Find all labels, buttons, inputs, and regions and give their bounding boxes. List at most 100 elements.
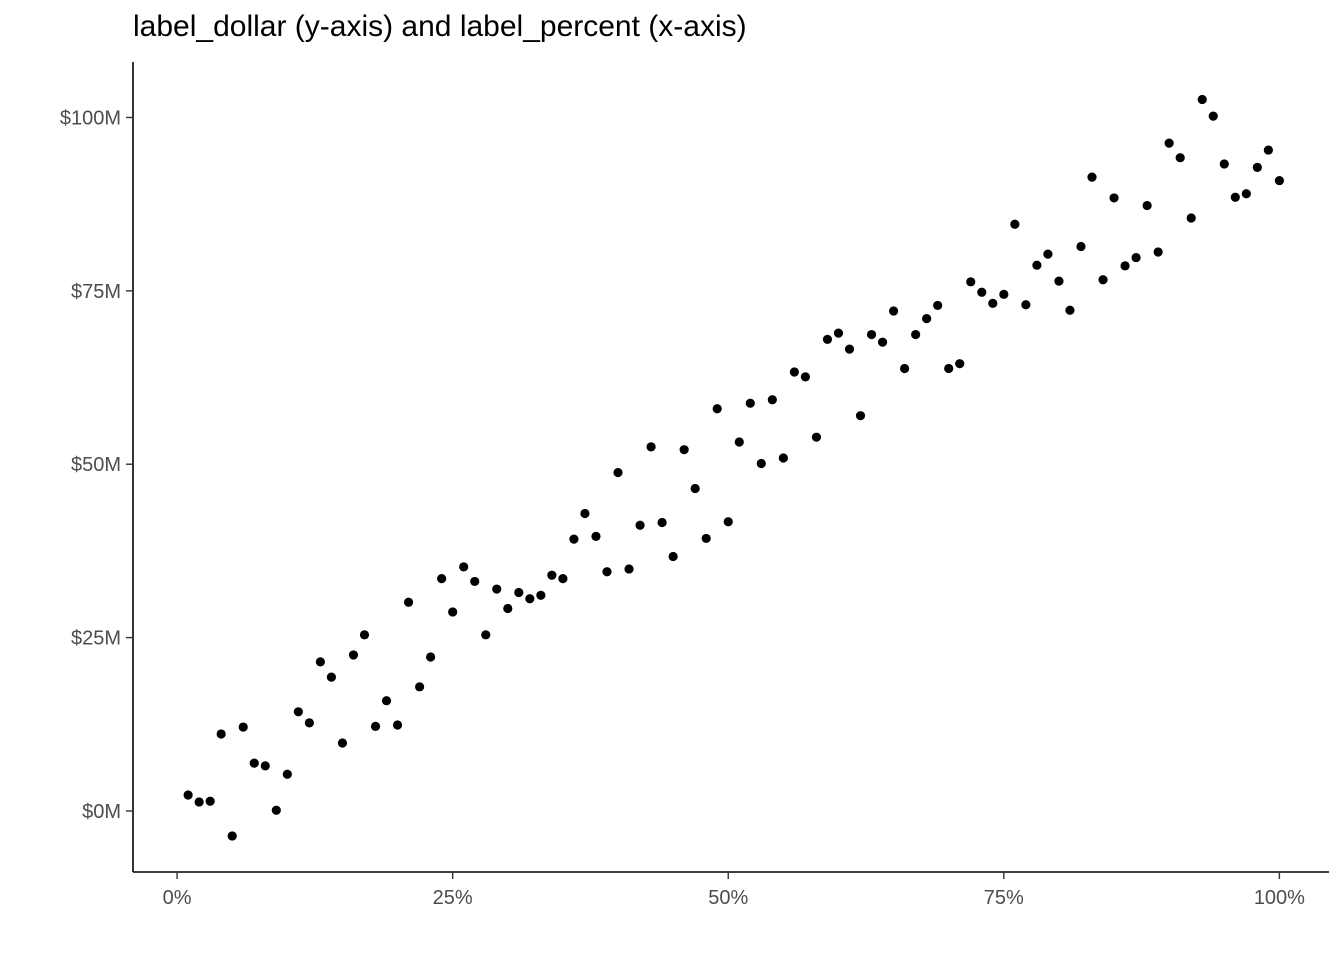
y-tick-label: $100M	[60, 107, 121, 129]
data-point	[591, 531, 601, 541]
data-point	[712, 404, 722, 414]
data-point	[1230, 192, 1240, 202]
data-point	[426, 652, 436, 662]
data-point	[756, 458, 766, 469]
y-tick-label: $75M	[71, 281, 121, 303]
data-point	[866, 329, 877, 340]
data-point	[503, 603, 513, 614]
data-point	[183, 790, 193, 800]
data-point	[800, 372, 811, 382]
x-tick-label: 75%	[984, 887, 1024, 909]
data-points	[183, 94, 1284, 841]
data-point	[811, 432, 822, 442]
data-point	[1098, 275, 1108, 285]
chart-title: label_dollar (y-axis) and label_percent …	[133, 10, 747, 43]
data-point	[1043, 249, 1053, 259]
data-point	[1197, 94, 1207, 105]
data-point	[745, 398, 755, 408]
data-point	[602, 567, 612, 577]
x-tick-label: 50%	[708, 887, 748, 909]
data-point	[1021, 300, 1031, 310]
data-point	[1054, 276, 1064, 286]
data-point	[1120, 261, 1130, 271]
data-point	[767, 395, 777, 405]
data-point	[999, 289, 1009, 299]
data-point	[227, 831, 237, 841]
data-point	[778, 453, 788, 463]
y-tick-label: $25M	[71, 628, 121, 650]
data-point	[1274, 175, 1284, 186]
data-point	[1164, 138, 1174, 148]
data-point	[403, 597, 414, 607]
data-point	[194, 797, 204, 807]
data-point	[822, 334, 833, 344]
data-point	[844, 344, 855, 354]
data-point	[547, 570, 557, 580]
data-point	[304, 718, 314, 728]
data-point	[955, 359, 965, 369]
data-point	[1087, 172, 1097, 182]
data-point	[1142, 200, 1152, 211]
data-point	[1065, 305, 1075, 315]
data-point	[833, 328, 844, 338]
data-point	[260, 761, 270, 771]
data-point	[679, 445, 689, 455]
data-point	[701, 533, 711, 544]
data-point	[525, 594, 535, 604]
data-point	[900, 363, 910, 374]
data-point	[657, 517, 667, 528]
data-point	[271, 805, 281, 815]
data-point	[723, 517, 733, 527]
data-point	[911, 329, 921, 340]
data-point	[414, 682, 425, 692]
data-point	[216, 729, 226, 739]
data-point	[1208, 111, 1218, 121]
data-point	[944, 363, 954, 374]
data-point	[558, 574, 568, 584]
axes: $0M $25M $50M $75M $100M 0% 25% 50% 75% 100%	[60, 62, 1329, 909]
data-point	[448, 607, 458, 617]
data-point	[966, 277, 976, 287]
data-point	[855, 411, 866, 421]
data-point	[481, 630, 491, 640]
data-point	[734, 437, 744, 447]
data-point	[1263, 145, 1273, 155]
data-point	[988, 298, 998, 308]
data-point	[1076, 241, 1086, 252]
data-point	[1186, 213, 1196, 223]
data-point	[514, 587, 524, 598]
data-point	[569, 534, 579, 544]
data-point	[1109, 193, 1119, 203]
data-point	[536, 590, 546, 600]
data-point	[580, 508, 590, 519]
data-point	[437, 574, 447, 584]
data-point	[1153, 247, 1163, 257]
data-point	[205, 796, 215, 806]
x-tick-label: 100%	[1254, 887, 1305, 909]
x-tick-label: 25%	[433, 887, 473, 909]
y-tick-label: $50M	[71, 454, 121, 476]
data-point	[1219, 159, 1229, 169]
data-point	[1131, 252, 1141, 263]
data-point	[888, 306, 899, 316]
data-point	[470, 576, 480, 587]
data-point	[933, 300, 943, 311]
data-point	[492, 584, 502, 594]
data-point	[1252, 162, 1262, 173]
data-point	[459, 562, 469, 572]
data-point	[1241, 189, 1251, 199]
data-point	[381, 696, 392, 706]
data-point	[646, 442, 656, 452]
data-point	[877, 337, 888, 347]
data-point	[315, 657, 325, 667]
data-point	[249, 758, 259, 768]
data-point	[238, 722, 248, 732]
data-point	[624, 564, 634, 574]
data-point	[337, 738, 348, 748]
data-point	[668, 551, 678, 562]
data-point	[922, 313, 932, 324]
data-point	[293, 707, 303, 717]
data-point	[1010, 219, 1020, 229]
